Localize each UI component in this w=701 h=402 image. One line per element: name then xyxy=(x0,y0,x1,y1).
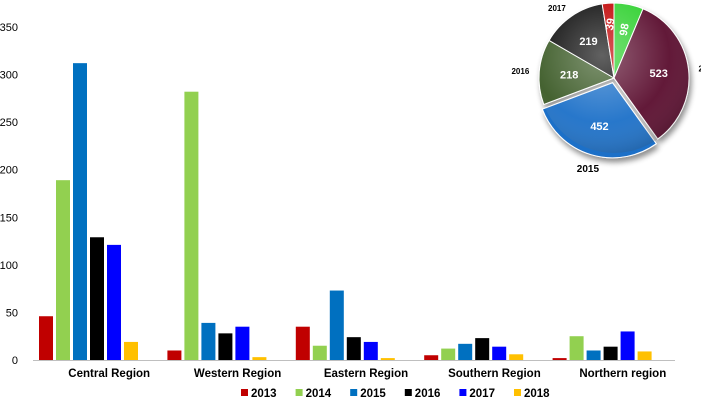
y-axis: 0 50 100 150 200 250 300 350 xyxy=(0,22,18,367)
x-category-label: Eastern Region xyxy=(324,368,408,380)
pie-value-2016: 218 xyxy=(560,69,578,81)
x-category-label: Northern region xyxy=(579,368,666,380)
bar-2014-1 xyxy=(184,91,199,360)
bar-2017-3 xyxy=(492,346,507,360)
bar-2014-3 xyxy=(441,348,456,360)
bar-2015-4 xyxy=(586,350,601,360)
pie-value-2015: 452 xyxy=(590,121,608,133)
legend-label-2018: 2018 xyxy=(524,388,550,400)
legend: 2013 2014 2015 2016 2017 2018 xyxy=(241,388,550,400)
pie-value-2017: 219 xyxy=(579,36,597,48)
bar-plot-area xyxy=(39,63,652,360)
bar-2018-2 xyxy=(380,358,395,360)
x-axis: Central Region Western Region Eastern Regi… xyxy=(33,360,675,380)
pie-label-2015: 2015 xyxy=(577,164,600,175)
x-category-label: Western Region xyxy=(194,368,281,380)
legend-swatch-2016 xyxy=(404,389,412,396)
bar-2013-3 xyxy=(424,355,439,360)
bar-2015-2 xyxy=(329,290,344,360)
pie-value-2014: 523 xyxy=(650,68,668,80)
pie-label-2016: 2016 xyxy=(511,67,529,76)
x-category-label: Central Region xyxy=(68,368,150,380)
y-tick-label: 300 xyxy=(0,70,18,82)
bar-2015-3 xyxy=(458,343,473,360)
y-tick-label: 0 xyxy=(12,355,18,367)
legend-label-2013: 2013 xyxy=(251,388,277,400)
pie-chart: 9852345221821939201320142015201620172018 xyxy=(511,2,701,175)
bar-2017-0 xyxy=(107,244,121,360)
bar-2013-2 xyxy=(295,326,310,360)
y-tick-label: 200 xyxy=(0,165,18,177)
pie-label-2017: 2017 xyxy=(548,4,566,13)
legend-label-2015: 2015 xyxy=(360,388,386,400)
legend-label-2016: 2016 xyxy=(415,388,441,400)
bar-2013-0 xyxy=(39,316,53,360)
legend-swatch-2014 xyxy=(295,389,303,396)
legend-label-2014: 2014 xyxy=(306,388,332,400)
legend-label-2017: 2017 xyxy=(469,388,495,400)
bar-2018-0 xyxy=(124,341,138,360)
bar-2016-3 xyxy=(475,338,490,360)
bar-2015-1 xyxy=(201,322,216,360)
pie-value-2013: 98 xyxy=(618,23,632,37)
bar-2018-1 xyxy=(252,357,267,360)
y-tick-label: 350 xyxy=(0,22,18,34)
bar-2016-0 xyxy=(90,237,104,360)
bar-2014-4 xyxy=(569,336,584,360)
bar-2013-1 xyxy=(167,350,182,360)
bar-2013-4 xyxy=(552,358,567,360)
y-tick-label: 50 xyxy=(6,307,18,319)
x-category-label: Southern Region xyxy=(448,368,541,380)
legend-swatch-2018 xyxy=(514,389,521,396)
bar-2017-4 xyxy=(620,331,635,360)
bar-2015-0 xyxy=(73,63,87,360)
pie-value-2018: 39 xyxy=(604,17,618,31)
bar-2014-0 xyxy=(56,180,70,360)
y-tick-label: 100 xyxy=(0,260,18,272)
legend-swatch-2013 xyxy=(241,389,248,396)
legend-swatch-2017 xyxy=(459,389,467,396)
y-tick-label: 250 xyxy=(0,117,18,129)
bar-2016-2 xyxy=(346,337,361,360)
legend-swatch-2015 xyxy=(350,389,358,396)
bar-2018-3 xyxy=(509,354,524,360)
bar-2014-2 xyxy=(312,345,327,360)
bar-2016-4 xyxy=(603,346,618,360)
bar-2018-4 xyxy=(637,351,652,360)
pie-label-2014: 2014 xyxy=(698,64,701,73)
bar-2017-2 xyxy=(363,341,378,360)
bar-2016-1 xyxy=(218,333,233,360)
bar-2017-1 xyxy=(235,326,250,360)
y-tick-label: 150 xyxy=(0,212,18,224)
